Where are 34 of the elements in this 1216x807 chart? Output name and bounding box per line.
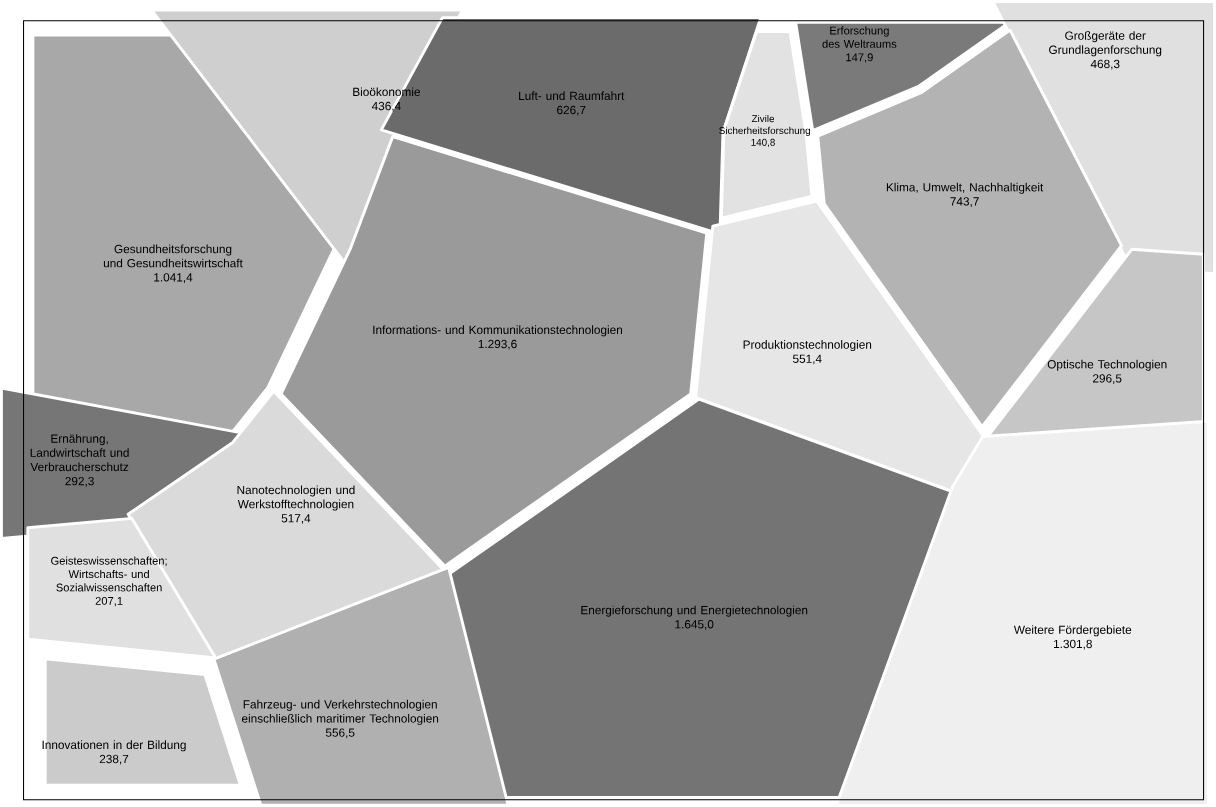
category-label: Klima, Umwelt, Nachhaltigkeit — [886, 182, 1044, 194]
category-label: Weitere Fördergebiete — [1013, 625, 1132, 637]
category-label: Geisteswissenschaften; Wirtschafts- und Sozialwissenschaften — [51, 556, 167, 592]
category-label: Produktionstechnologien — [743, 340, 872, 352]
data-label: 238,7 — [99, 754, 129, 765]
data-label: 147,9 — [846, 53, 873, 63]
category-label: Nanotechnologien und Werkstofftechnologien — [237, 485, 355, 511]
data-label: 292,3 — [65, 476, 94, 487]
data-label: 743,7 — [950, 197, 979, 207]
data-label: 1.645,0 — [675, 620, 714, 630]
category-label: Ernährung, Landwirtschaft und Verbraucherschutz — [30, 434, 129, 472]
data-label: 1.301,8 — [1054, 639, 1092, 650]
category-label: Erforschung des Weltraums — [822, 26, 897, 48]
data-label: 207,1 — [95, 596, 123, 607]
data-label: 140,8 — [751, 138, 775, 147]
category-label: Großgeräte der Grundlagenforschung — [1049, 31, 1162, 57]
data-label: 436,4 — [371, 101, 401, 112]
data-label: 296,5 — [1093, 374, 1122, 384]
data-label: 551,4 — [792, 354, 822, 365]
data-label: 1.041,4 — [154, 273, 193, 283]
category-label: Zivile Sicherheitsforschung — [719, 114, 810, 136]
category-label: Innovationen in der Bildung — [42, 740, 186, 752]
category-label: Optische Technologien — [1047, 359, 1167, 371]
data-label: 1.293,6 — [478, 339, 517, 350]
category-label: Luft- und Raumfahrt — [519, 91, 625, 101]
category-label: Gesundheitsforschung und Gesundheitswirtschaft — [103, 244, 243, 268]
category-label: Fahrzeug- und Verkehrstechnologien einschließlich maritimer Technologien — [241, 699, 439, 725]
data-label: 556,5 — [325, 728, 355, 739]
data-label: 517,4 — [281, 514, 311, 524]
category-label: Informations- und Kommunikationstechnologien — [373, 325, 622, 337]
category-label: Energieforschung und Energietechnologien — [581, 605, 808, 617]
category-label: Bioökonomie — [353, 87, 420, 97]
data-label: 468,3 — [1090, 59, 1120, 70]
data-label: 626,7 — [557, 105, 586, 116]
